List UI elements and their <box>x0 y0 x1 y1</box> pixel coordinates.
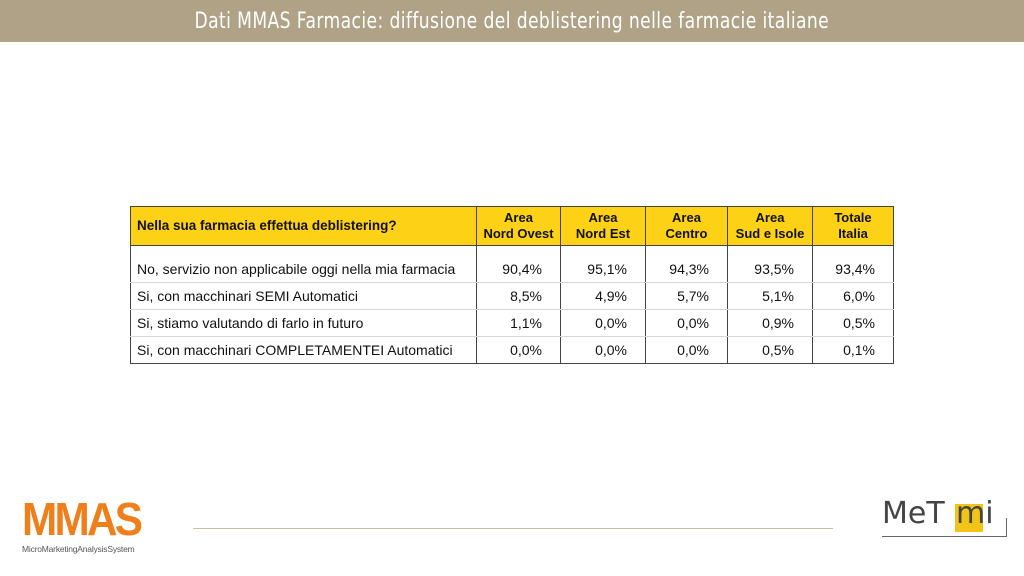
table-row: Si, con macchinari COMPLETAMENTEI Automa… <box>130 336 894 364</box>
column-header-totale-italia: Totale Italia <box>812 206 894 246</box>
mmas-logo: MMAS MicroMarketingAnalysisSystem <box>22 496 172 560</box>
cell-value: 1,1% <box>476 309 561 337</box>
cell-value: 0,5% <box>727 336 813 364</box>
cell-value: 5,1% <box>727 282 813 310</box>
table-row: No, servizio non applicabile oggi nella … <box>130 256 894 283</box>
metmi-logo-box <box>955 504 983 532</box>
metmi-logo-right: mi <box>956 496 994 531</box>
cell-value: 5,7% <box>645 282 728 310</box>
table-row: Si, stiamo valutando di farlo in futuro … <box>130 309 894 337</box>
row-label: Si, con macchinari SEMI Automatici <box>130 282 477 310</box>
metmi-logo: MeT mi <box>878 496 1010 546</box>
table-spacer-row <box>130 245 894 256</box>
cell-value: 95,1% <box>560 256 646 283</box>
cell-value: 0,1% <box>812 336 894 364</box>
row-label: Si, stiamo valutando di farlo in futuro <box>130 309 477 337</box>
cell-value: 94,3% <box>645 256 728 283</box>
results-table-container: Nella sua farmacia effettua deblistering… <box>130 206 894 364</box>
table-header-row: Nella sua farmacia effettua deblistering… <box>130 206 894 246</box>
column-header-nord-ovest: Area Nord Ovest <box>476 206 561 246</box>
mmas-logo-letters: MMAS <box>22 493 143 545</box>
cell-value: 4,9% <box>560 282 646 310</box>
mmas-logo-subtitle: MicroMarketingAnalysisSystem <box>22 544 135 554</box>
column-header-nord-est: Area Nord Est <box>560 206 646 246</box>
metmi-logo-left: MeT <box>882 496 945 531</box>
cell-value: 0,0% <box>560 309 646 337</box>
cell-value: 93,4% <box>812 256 894 283</box>
cell-value: 6,0% <box>812 282 894 310</box>
cell-value: 93,5% <box>727 256 813 283</box>
cell-value: 0,0% <box>476 336 561 364</box>
table-row: Si, con macchinari SEMI Automatici 8,5% … <box>130 282 894 310</box>
question-header: Nella sua farmacia effettua deblistering… <box>130 206 477 246</box>
results-table: Nella sua farmacia effettua deblistering… <box>130 206 894 364</box>
cell-value: 0,0% <box>645 336 728 364</box>
row-label: No, servizio non applicabile oggi nella … <box>130 256 477 283</box>
cell-value: 90,4% <box>476 256 561 283</box>
metmi-logo-underline <box>882 536 1006 537</box>
cell-value: 0,0% <box>560 336 646 364</box>
cell-value: 0,9% <box>727 309 813 337</box>
row-label: Si, con macchinari COMPLETAMENTEI Automa… <box>130 336 477 364</box>
cell-value: 0,5% <box>812 309 894 337</box>
column-header-centro: Area Centro <box>645 206 728 246</box>
header-bar: Dati MMAS Farmacie: diffusione del debli… <box>0 0 1024 42</box>
cell-value: 0,0% <box>645 309 728 337</box>
column-header-sud-isole: Area Sud e Isole <box>727 206 813 246</box>
cell-value: 8,5% <box>476 282 561 310</box>
footer-divider <box>193 528 833 529</box>
metmi-logo-bracket <box>984 518 1007 537</box>
slide-title: Dati MMAS Farmacie: diffusione del debli… <box>194 8 830 34</box>
